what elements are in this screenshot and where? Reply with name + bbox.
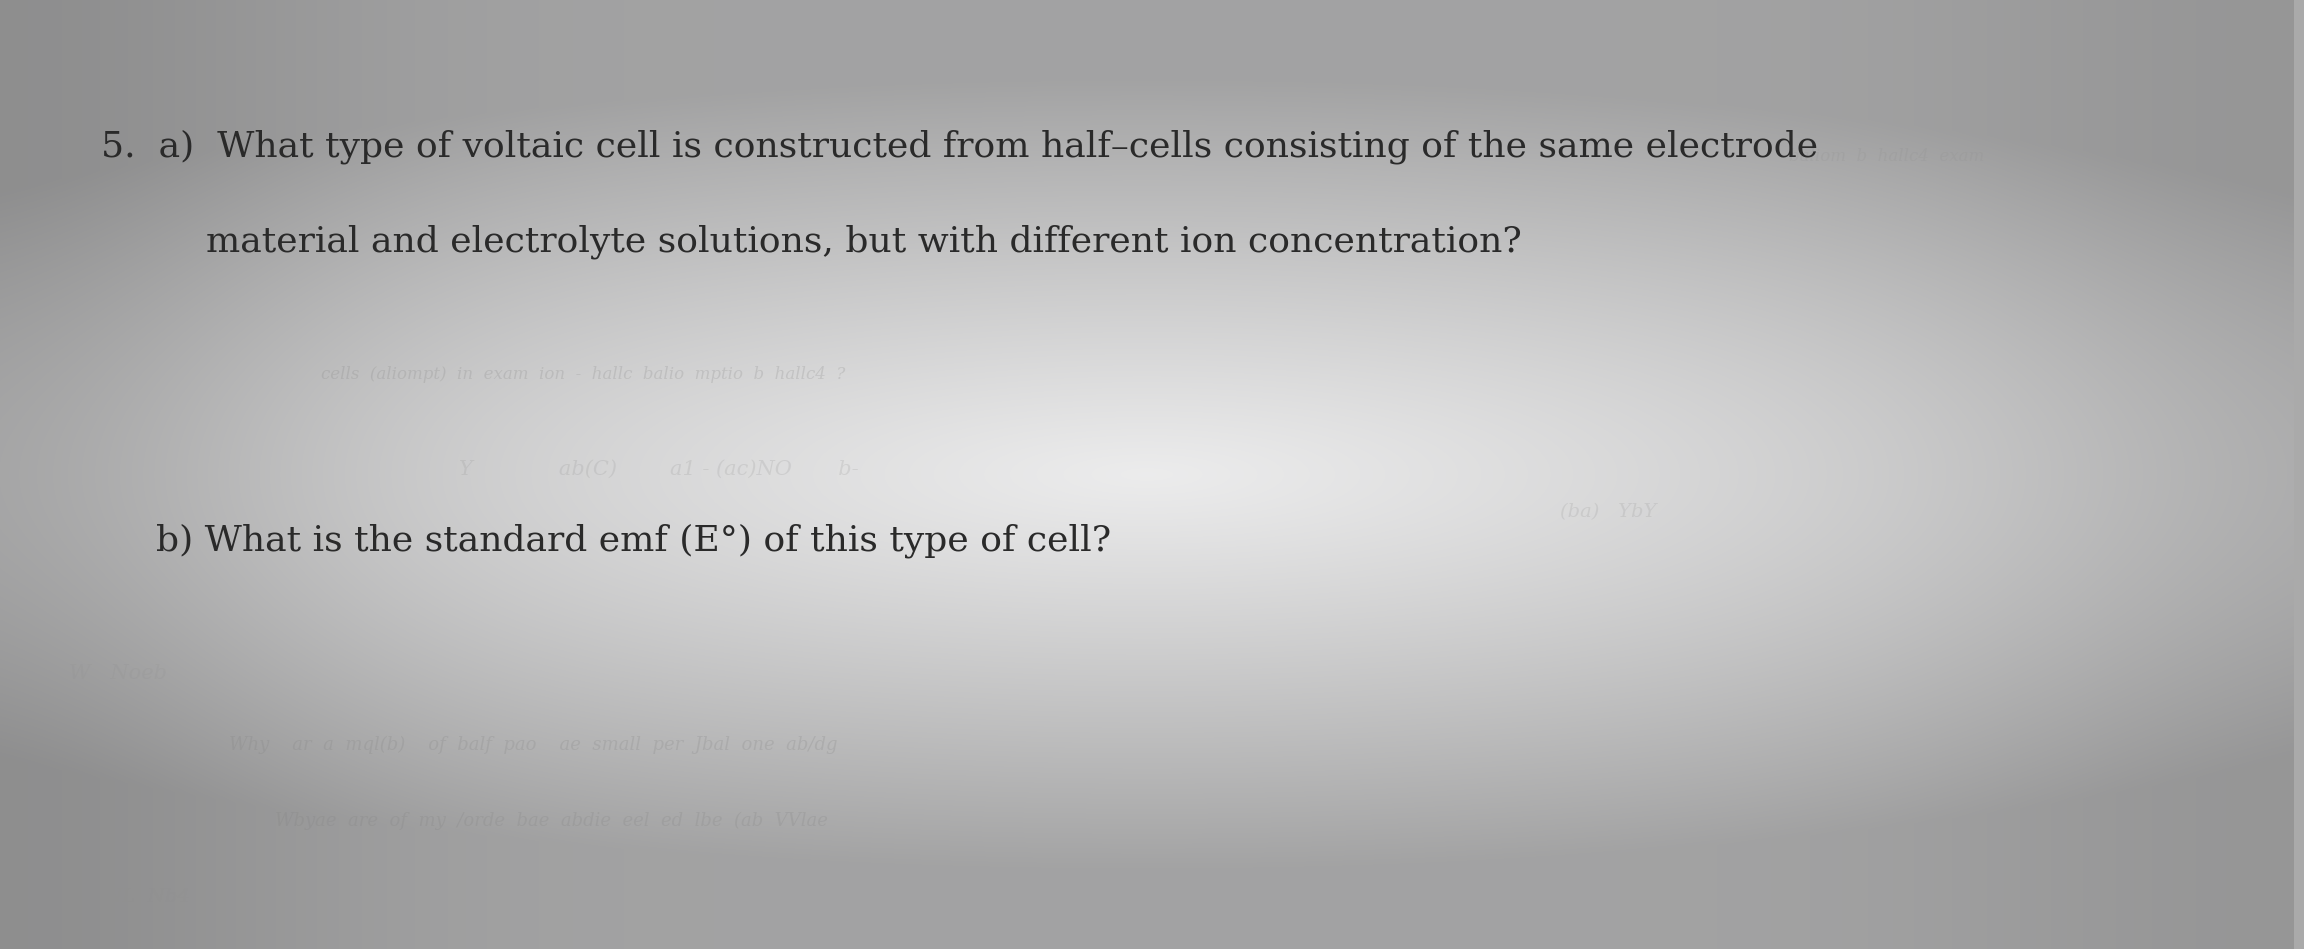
Text: b) What is the standard emf (E°) of this type of cell?: b) What is the standard emf (E°) of this… xyxy=(157,524,1111,558)
Text: Wbyae  are  of  my  /orde  bae  abdie  eel  ed  lbe  (ab  VVlae: Wbyae are of my /orde bae abdie eel ed l… xyxy=(274,811,827,830)
Text: W   Noeb: W Noeb xyxy=(69,664,166,683)
Text: Y             ab(C)        a1 - (ac)NO       b-: Y ab(C) a1 - (ac)NO b- xyxy=(458,460,859,479)
Text: material and electrolyte solutions, but with different ion concentration?: material and electrolyte solutions, but … xyxy=(207,225,1523,259)
Text: baliom  b  hallc4  exam: baliom b hallc4 exam xyxy=(1790,148,1984,165)
Text: (ba)   YbY: (ba) YbY xyxy=(1560,504,1657,521)
Text: cells: cells xyxy=(81,148,124,165)
Text: Why    ar  a  mql(b)    of  balf  pao    ae  small  per  Jbal  one  ab/dg: Why ar a mql(b) of balf pao ae small per… xyxy=(230,735,839,754)
Text: ANL  Nb4: ANL Nb4 xyxy=(92,888,191,905)
Text: cells  (aliompt)  in  exam  ion  -  hallc  balio  mptio  b  hallc4  ?: cells (aliompt) in exam ion - hallc bali… xyxy=(320,366,846,383)
Text: 5.  a)  What type of voltaic cell is constructed from half–cells consisting of t: 5. a) What type of voltaic cell is const… xyxy=(101,130,1818,164)
